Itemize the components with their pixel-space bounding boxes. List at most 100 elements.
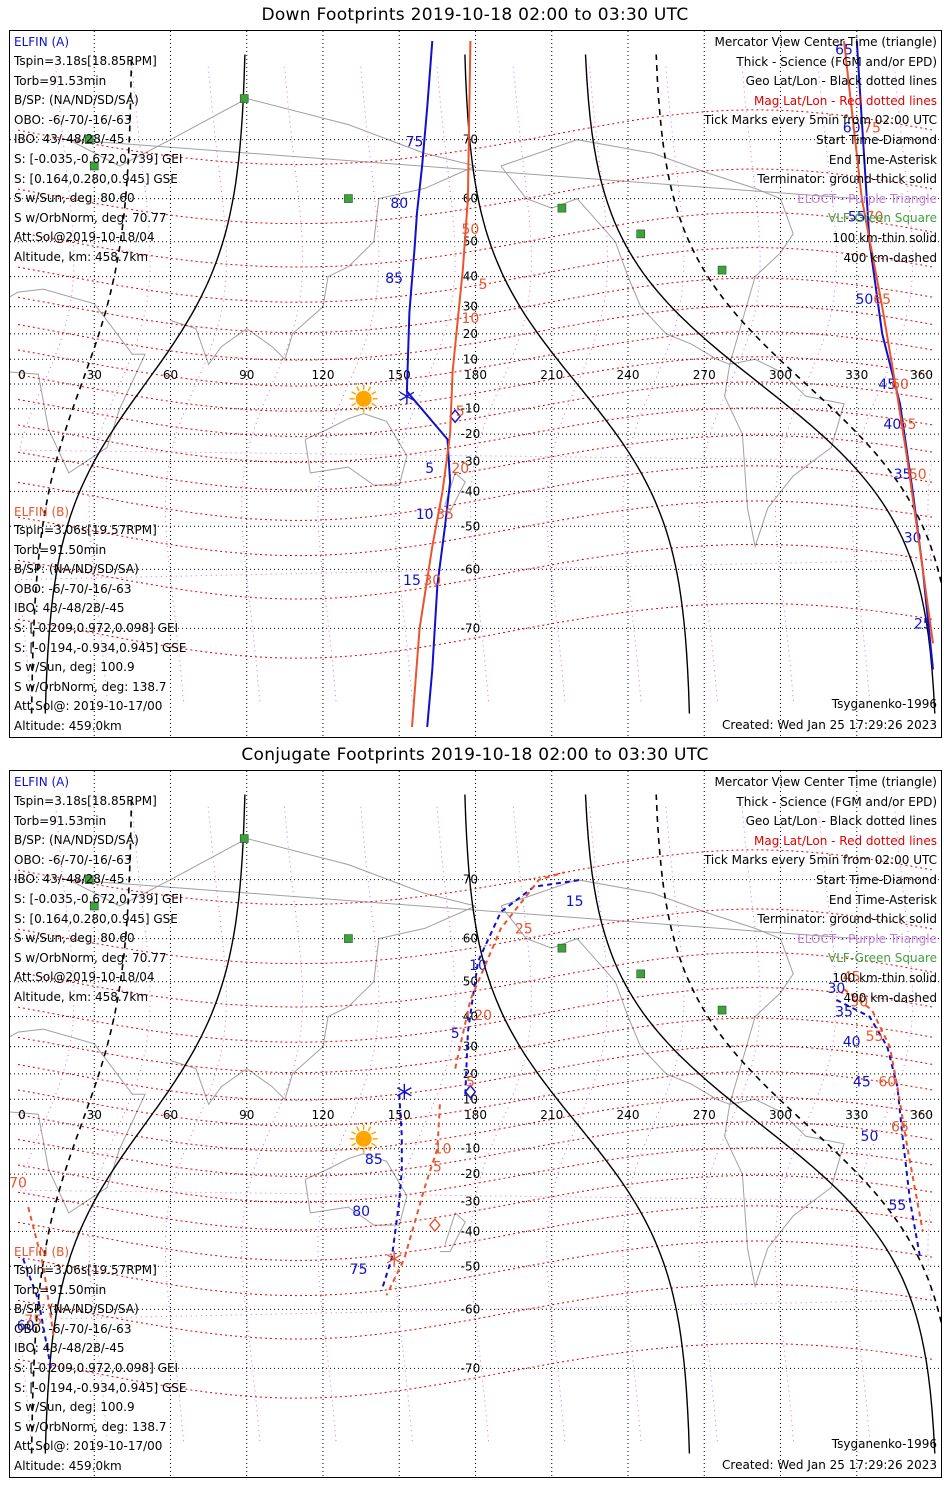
vlf-station-marker	[717, 265, 727, 275]
time-tick-label: 60	[17, 1318, 35, 1334]
created-timestamp: Created: Wed Jan 25 17:29:26 2023	[722, 1458, 937, 1472]
elfin-a-info: B/SP: (NA/ND/SD/SA)	[14, 833, 139, 848]
time-tick-label: 70	[866, 209, 884, 225]
time-tick-label: 25	[914, 616, 932, 632]
elfin-b-info: OBO: -6/-70/-16/-63	[14, 1321, 132, 1336]
time-tick-label: 65	[835, 42, 853, 58]
elfin-a-info: IBO: 43/-48/28/-45	[14, 132, 125, 147]
time-tick-label: 85	[385, 271, 403, 287]
lon-tick-label: 60	[163, 368, 178, 382]
legend-entry: Start Time-Diamond	[815, 133, 937, 147]
mag-meridian	[393, 66, 456, 702]
legend-entry: Mercator View Center Time (triangle)	[714, 775, 937, 789]
coastline	[439, 1212, 466, 1253]
terminator-400km	[655, 54, 941, 585]
legend-entry: Tick Marks every 5min from 02:00 UTC	[703, 113, 937, 128]
mag-latitude	[17, 407, 934, 463]
legend-entry: Start Time-Diamond	[815, 873, 937, 887]
mag-latitude	[17, 1240, 934, 1297]
lon-tick-label: 360	[910, 368, 933, 382]
terminator-ground	[44, 54, 246, 714]
time-tick-label: 70	[10, 1175, 27, 1191]
lat-tick-label: -70	[461, 621, 481, 635]
lat-tick-label: -20	[461, 1167, 481, 1181]
legend-entry: VLF-Green Square	[828, 951, 937, 966]
elfin-b-info: S: [-0.194,-0.934,0.945] GSE	[14, 1380, 187, 1395]
time-tick-label: 45	[853, 1075, 871, 1091]
time-tick-label: 50	[462, 222, 480, 238]
lon-tick-label: 90	[239, 368, 254, 382]
lat-tick-label: 60	[463, 192, 478, 206]
legend-entry: Mercator View Center Time (triangle)	[714, 35, 937, 49]
mag-latitude	[17, 500, 934, 557]
lon-tick-label: 300	[769, 1108, 792, 1122]
time-tick-label: 50	[909, 467, 927, 483]
mag-latitude	[17, 1205, 934, 1261]
time-tick-label: 55	[899, 417, 917, 433]
conjugate-footprints-panel: Conjugate Footprints 2019-10-18 02:00 to…	[0, 740, 950, 1500]
time-tick-label: 20	[451, 461, 469, 477]
elfin-a-info: S w/OrbNorm, deg: 70.77	[14, 950, 167, 965]
elfin-b-info: B/SP: (NA/ND/SD/SA)	[14, 562, 139, 577]
time-tick-label: 55	[848, 209, 866, 225]
time-tick-label: 75	[406, 135, 424, 151]
lon-tick-label: 180	[464, 368, 487, 382]
legend-entry: Terminator: ground-thick solid	[757, 172, 937, 187]
time-tick-label: 50	[861, 1129, 879, 1145]
elfin-a-info: Torb=91.53min	[14, 813, 107, 828]
lon-tick-label: 120	[312, 1108, 335, 1122]
lat-tick-label: 50	[463, 235, 478, 249]
footprint-track	[843, 40, 934, 644]
coastline	[10, 1028, 146, 1214]
footprint-track	[835, 999, 922, 1259]
elfin-b-info: Att.Sol@: 2019-10-17/00	[14, 1439, 163, 1454]
vlf-station-marker	[557, 943, 567, 953]
mag-latitude	[17, 1283, 934, 1340]
time-tick-label: 10	[434, 1142, 452, 1158]
terminator-100km	[584, 794, 936, 1454]
time-tick-label: 30	[828, 981, 846, 997]
vlf-station-marker	[84, 135, 94, 144]
lat-tick-label: 30	[463, 1040, 478, 1054]
start-diamond-icon	[464, 1084, 477, 1099]
legend-entry: 400 km-dashed	[843, 250, 937, 265]
lon-tick-label: 240	[617, 1108, 640, 1122]
coastline	[68, 837, 857, 940]
end-asterisk-icon	[399, 391, 415, 401]
time-tick-label: 85	[365, 1152, 383, 1168]
elfin-a-label: ELFIN (A)	[14, 775, 70, 789]
mag-latitude	[17, 211, 934, 268]
footprint-track	[843, 988, 924, 1232]
lat-tick-label: 20	[463, 327, 478, 341]
vlf-station-marker	[89, 161, 99, 171]
mag-latitude	[17, 1017, 934, 1074]
legend-entry: VLF-Green Square	[828, 211, 937, 226]
time-tick-label: 5	[425, 461, 434, 477]
lat-tick-label: -30	[461, 1194, 481, 1208]
mag-latitude	[17, 1096, 934, 1152]
lat-tick-label: -60	[461, 1302, 481, 1316]
terminator-ground	[464, 54, 691, 714]
mag-latitude	[17, 1147, 934, 1203]
vlf-station-marker	[717, 1005, 727, 1015]
legend-entry: Tick Marks every 5min from 02:00 UTC	[703, 853, 937, 868]
legend-entry: ELOCT - Purple Triangle	[797, 931, 937, 946]
elfin-a-info: Altitude, km: 458.7km	[14, 990, 149, 1004]
elfin-a-info: S: [0.164,0.280,0.945] GSE	[14, 171, 178, 186]
time-tick-label: 5	[479, 277, 488, 293]
sun-ray	[351, 391, 357, 395]
footprint-track	[22, 1258, 52, 1369]
coastline	[724, 358, 845, 549]
lat-tick-label: 10	[463, 352, 478, 366]
mag-latitude	[17, 356, 934, 412]
footprint-track	[380, 1094, 403, 1292]
time-tick-label: 75	[24, 1313, 42, 1329]
elfin-b-info: S w/Sun, deg: 100.9	[14, 660, 135, 675]
sun-ray	[367, 1126, 372, 1132]
sun-ray	[351, 402, 357, 407]
terminator-100km	[584, 54, 936, 714]
sun-ray	[371, 1131, 377, 1135]
legend-entry: ELOCT - Purple Triangle	[797, 191, 937, 206]
footprint-track	[411, 40, 472, 728]
elfin-b-info: S: [-0.209,0.972,0.098] GEI	[14, 621, 179, 635]
